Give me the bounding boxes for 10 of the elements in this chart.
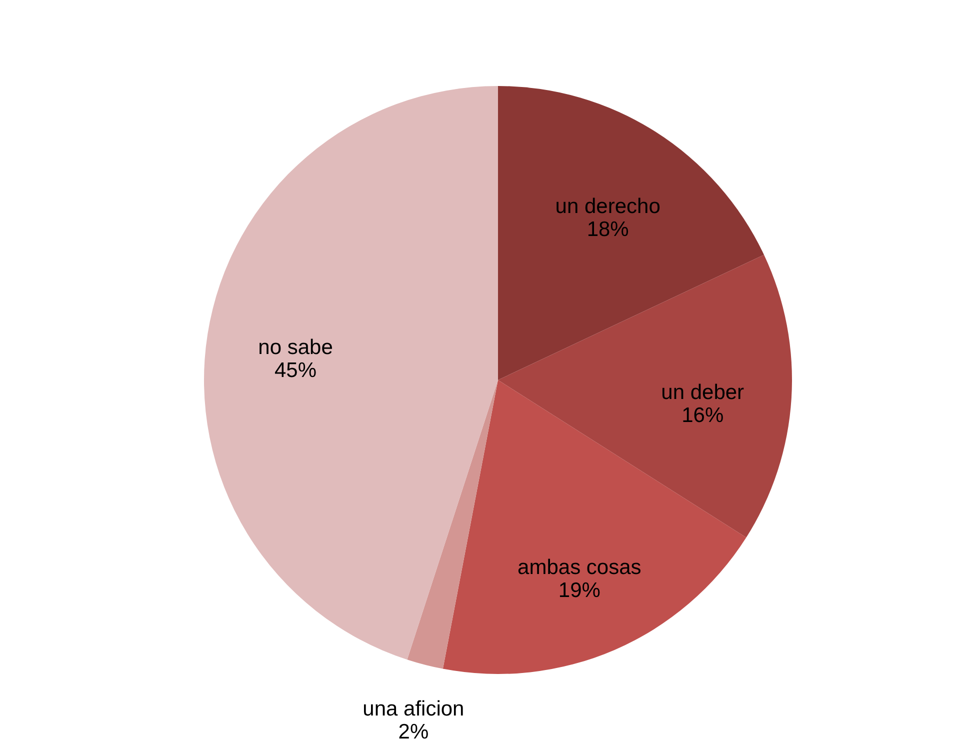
data-label: 19% — [558, 579, 600, 602]
slice-label: un derecho — [555, 194, 660, 218]
data-label: 45% — [274, 358, 317, 382]
slice-label: un deber — [661, 380, 744, 404]
data-label: 16% — [682, 404, 724, 427]
slice-label: no sabe — [258, 336, 333, 359]
slice-label: ambas cosas — [518, 556, 642, 580]
data-label: 18% — [586, 218, 629, 241]
data-label: 2% — [398, 720, 429, 740]
slice-label: una aficion — [362, 697, 464, 720]
